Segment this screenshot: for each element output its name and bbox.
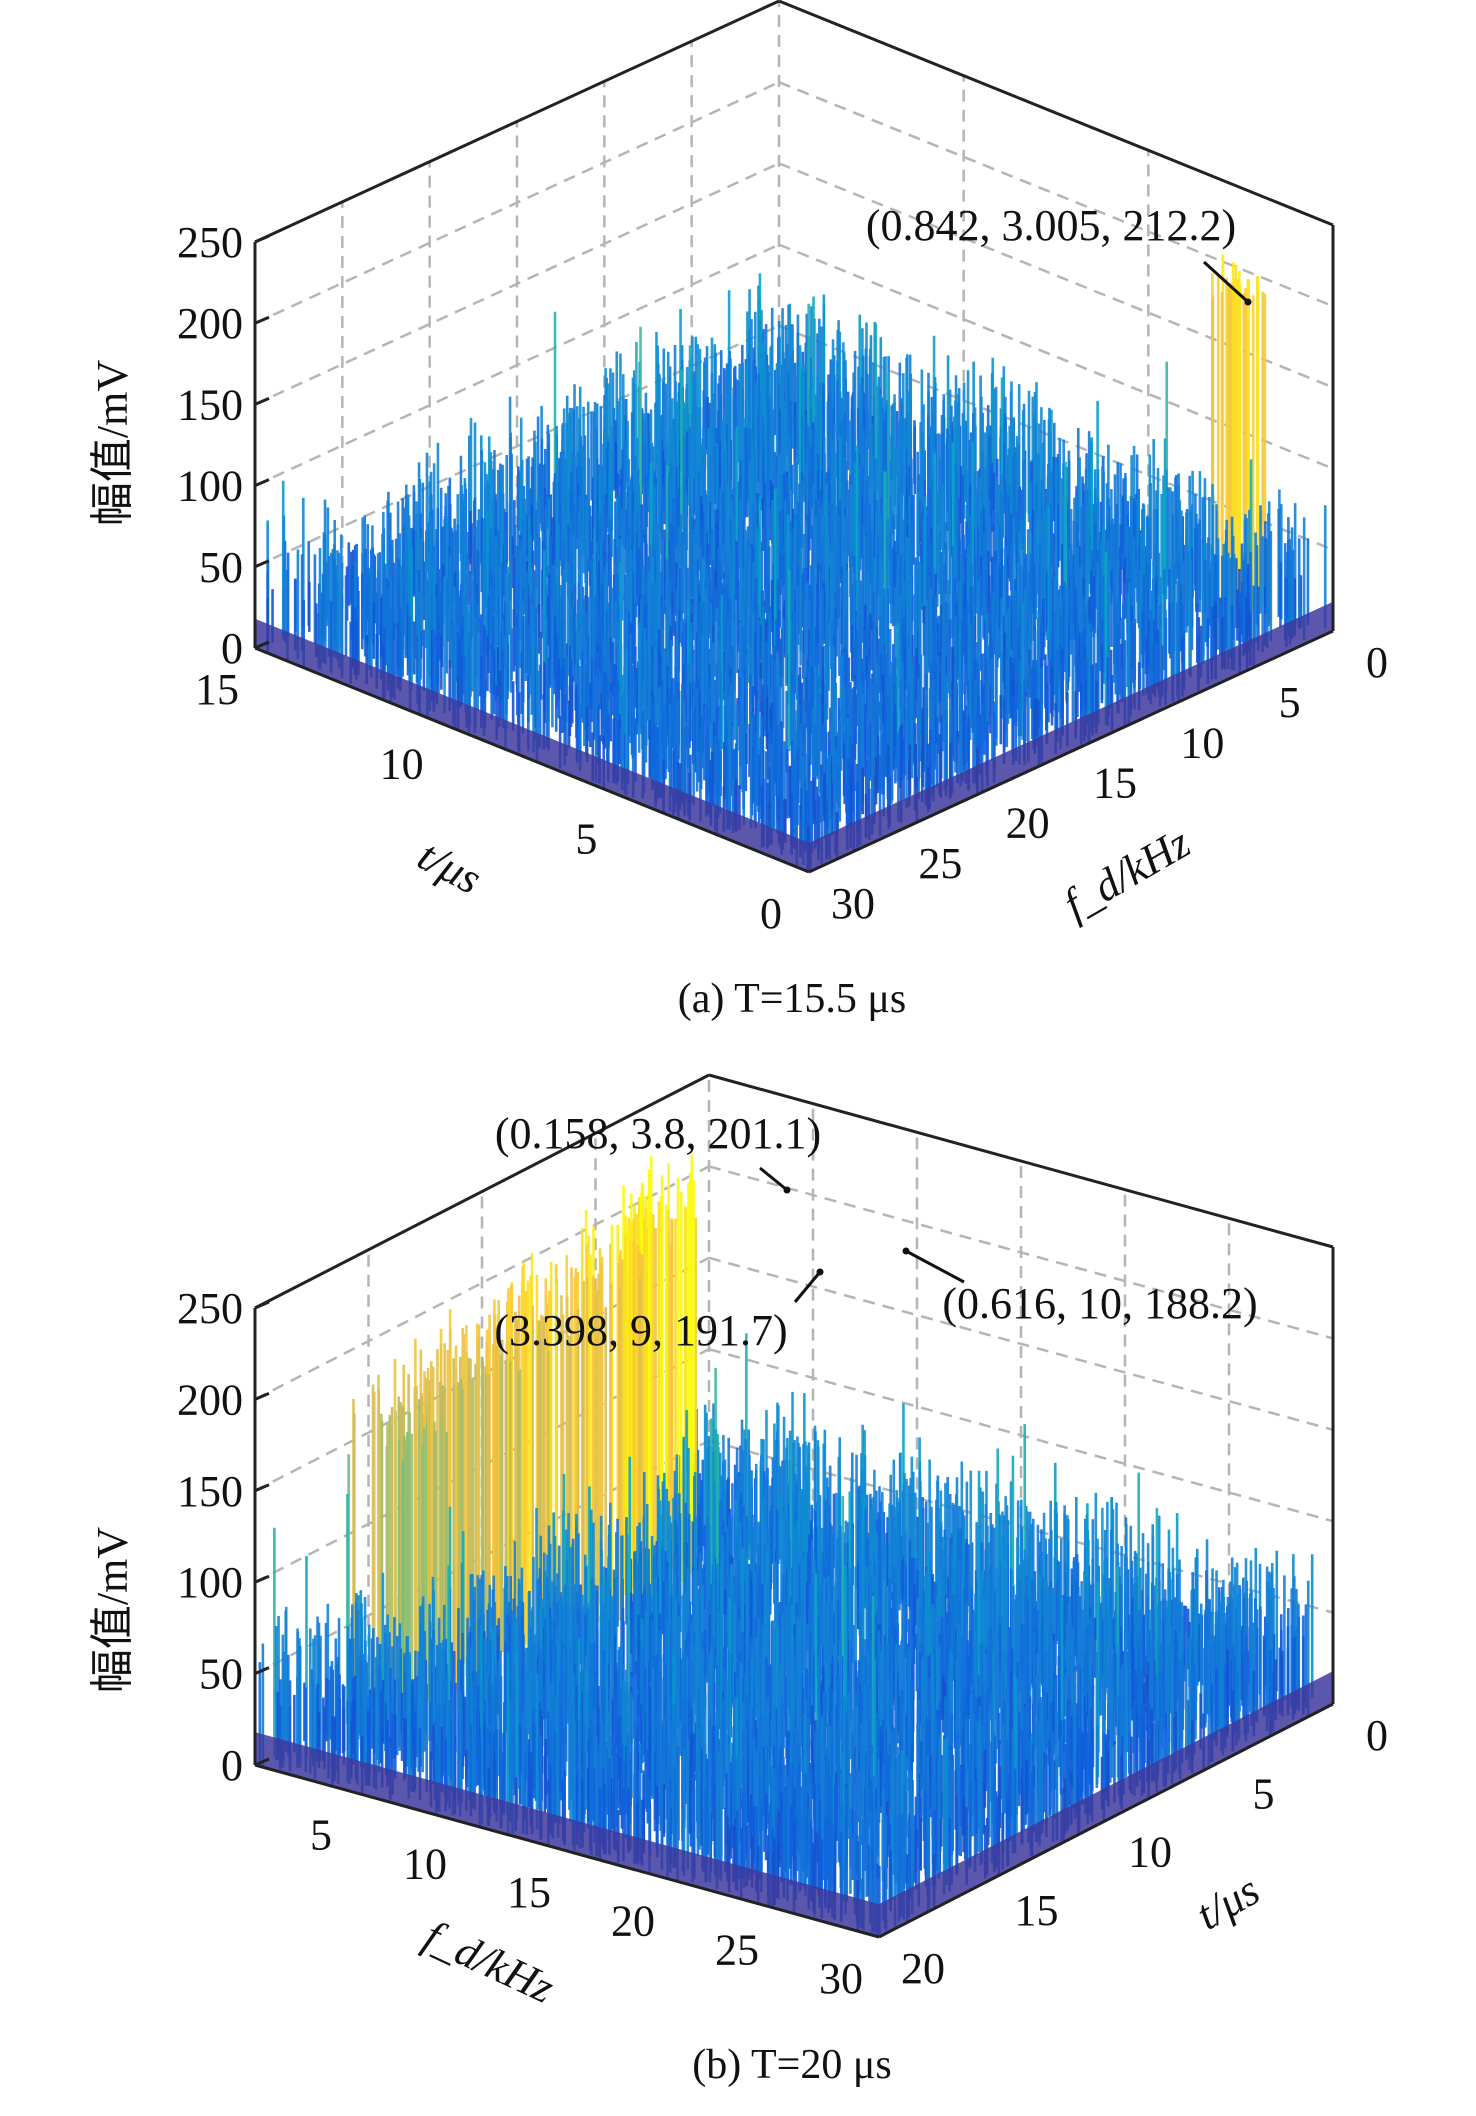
box-top-edge [778,0,1334,227]
z-tick-label: 150 [177,380,243,429]
annotation-label: (0.842, 3.005, 212.2) [866,201,1236,250]
plot-b: 0501001502002505101520253005101520f_d/kH… [88,1073,1388,2088]
z-tick-label: 0 [221,624,243,673]
z-tick [254,315,270,325]
x-tick-label: 10 [380,740,424,789]
z-tick [254,559,270,569]
z-tick [254,640,270,650]
z-tick [254,397,270,406]
x-tick-label: 0 [760,889,782,938]
annotation-leader [1202,260,1250,304]
y-tick-label: 30 [831,879,875,928]
grid-line [778,81,1334,308]
box-top-edge [254,0,780,244]
z-tick-label: 100 [177,462,243,511]
y-tick-label: 15 [1093,759,1137,808]
axis-line-right-floor [808,629,1334,874]
z-tick [254,234,270,244]
figure-caption: (a) T=15.5 μs [678,976,907,1022]
z-tick [254,478,270,487]
grid-line [708,1256,1334,1432]
y-tick-label: 20 [1006,799,1050,848]
z-axis-label: 幅值/mV [88,360,137,526]
z-tick-label: 200 [177,299,243,348]
y-tick-label: 10 [1180,718,1224,767]
y-tick-label: 5 [1279,678,1301,727]
x-axis-label: t/μs [410,831,489,904]
x-tick-label: 5 [575,814,597,863]
z-tick-label: 50 [199,543,243,592]
y-tick-label: 0 [1366,638,1388,687]
y-tick-label: 25 [918,839,962,888]
z-tick-label: 250 [177,218,243,267]
y-axis-label: f_d/kHz [1055,818,1198,929]
axis-line-left-floor [254,646,810,874]
x-tick-label: 15 [195,665,239,714]
annotation-marker [1244,298,1252,306]
